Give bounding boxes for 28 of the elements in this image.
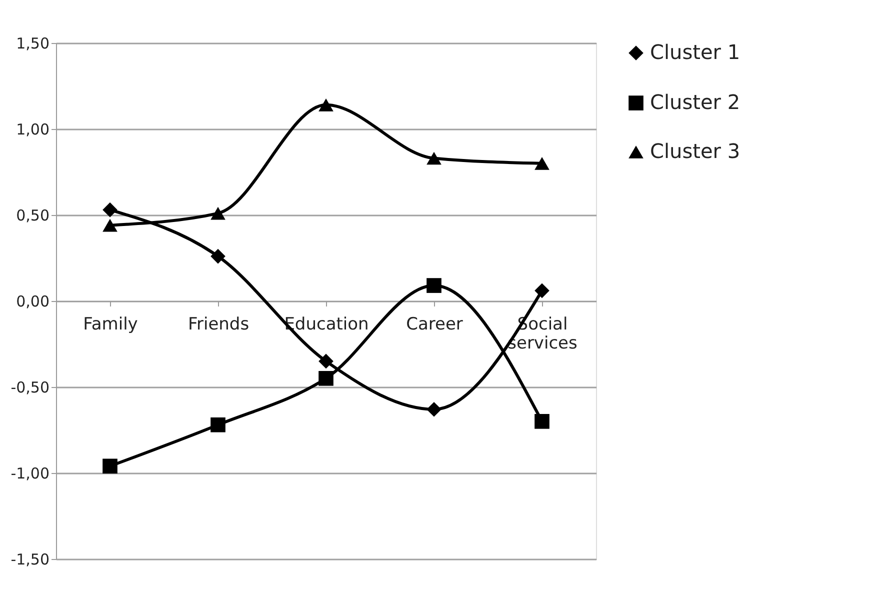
point bbox=[426, 278, 442, 293]
y-tick-label: -1,00 bbox=[10, 464, 50, 482]
point bbox=[210, 206, 226, 220]
point bbox=[210, 417, 226, 432]
point bbox=[102, 218, 118, 232]
point bbox=[426, 152, 442, 165]
point bbox=[102, 202, 118, 218]
point bbox=[210, 248, 226, 264]
x-tick-label: Friends bbox=[188, 314, 250, 334]
y-tick-label: 1,50 bbox=[16, 34, 50, 52]
point bbox=[426, 402, 442, 417]
point bbox=[102, 458, 118, 474]
y-tick-label: -1,50 bbox=[10, 550, 50, 568]
y-tick-label: -0,50 bbox=[10, 378, 50, 396]
y-tick-label: 0,00 bbox=[16, 292, 50, 310]
legend-label: Cluster 3 bbox=[650, 139, 740, 163]
legend-label: Cluster 1 bbox=[650, 40, 740, 64]
point bbox=[318, 370, 334, 386]
x-tick-label: Family bbox=[83, 314, 138, 334]
point bbox=[534, 414, 550, 429]
legend-label: Cluster 2 bbox=[650, 90, 740, 114]
point bbox=[318, 98, 334, 112]
point bbox=[318, 354, 334, 369]
x-tick-label: Career bbox=[406, 314, 463, 334]
y-tick-label: 1,00 bbox=[16, 120, 50, 138]
point bbox=[534, 156, 550, 170]
y-tick-label: 0,50 bbox=[16, 206, 50, 224]
point bbox=[534, 283, 550, 298]
